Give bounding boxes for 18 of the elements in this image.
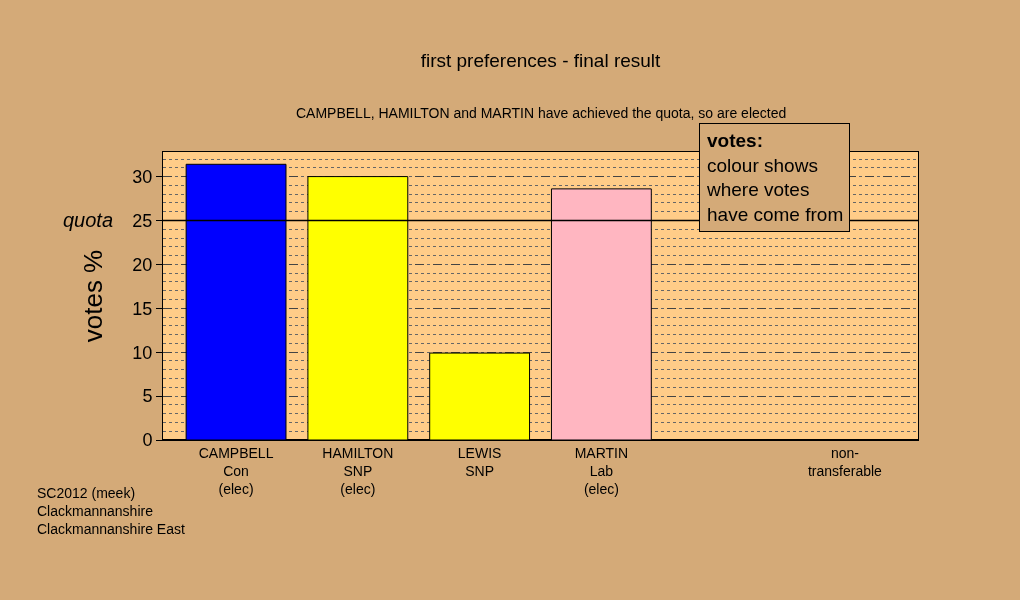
ref-line-label: quota bbox=[63, 209, 114, 231]
y-axis-title: votes % bbox=[77, 249, 108, 343]
x-tick-label: HAMILTON SNP (elec) bbox=[322, 444, 394, 498]
y-tick-label: 10 bbox=[132, 342, 153, 363]
x-tick-label: LEWIS SNP bbox=[457, 444, 502, 479]
y-tick-label: 15 bbox=[132, 298, 153, 319]
y-tick-label: 30 bbox=[132, 166, 153, 187]
text: CAMPBELL, HAMILTON and MARTIN have achieved the quota, so are elected bbox=[296, 105, 787, 121]
x-tick-label: non- transferable bbox=[807, 444, 883, 479]
text: SC2012 (meek) Clackmannanshire Clackmannanshire East bbox=[37, 485, 185, 538]
y-tick-label: 0 bbox=[142, 430, 153, 451]
annotation: votes: colour shows where votes have come from bbox=[706, 130, 844, 226]
chart-title: first preferences - final result bbox=[420, 49, 662, 71]
y-tick-label: 5 bbox=[142, 386, 153, 407]
y-tick-label: 25 bbox=[132, 210, 153, 231]
x-tick-label: MARTIN Lab (elec) bbox=[574, 444, 629, 498]
x-tick-label: CAMPBELL Con (elec) bbox=[198, 444, 274, 498]
y-tick-label: 20 bbox=[132, 254, 153, 275]
